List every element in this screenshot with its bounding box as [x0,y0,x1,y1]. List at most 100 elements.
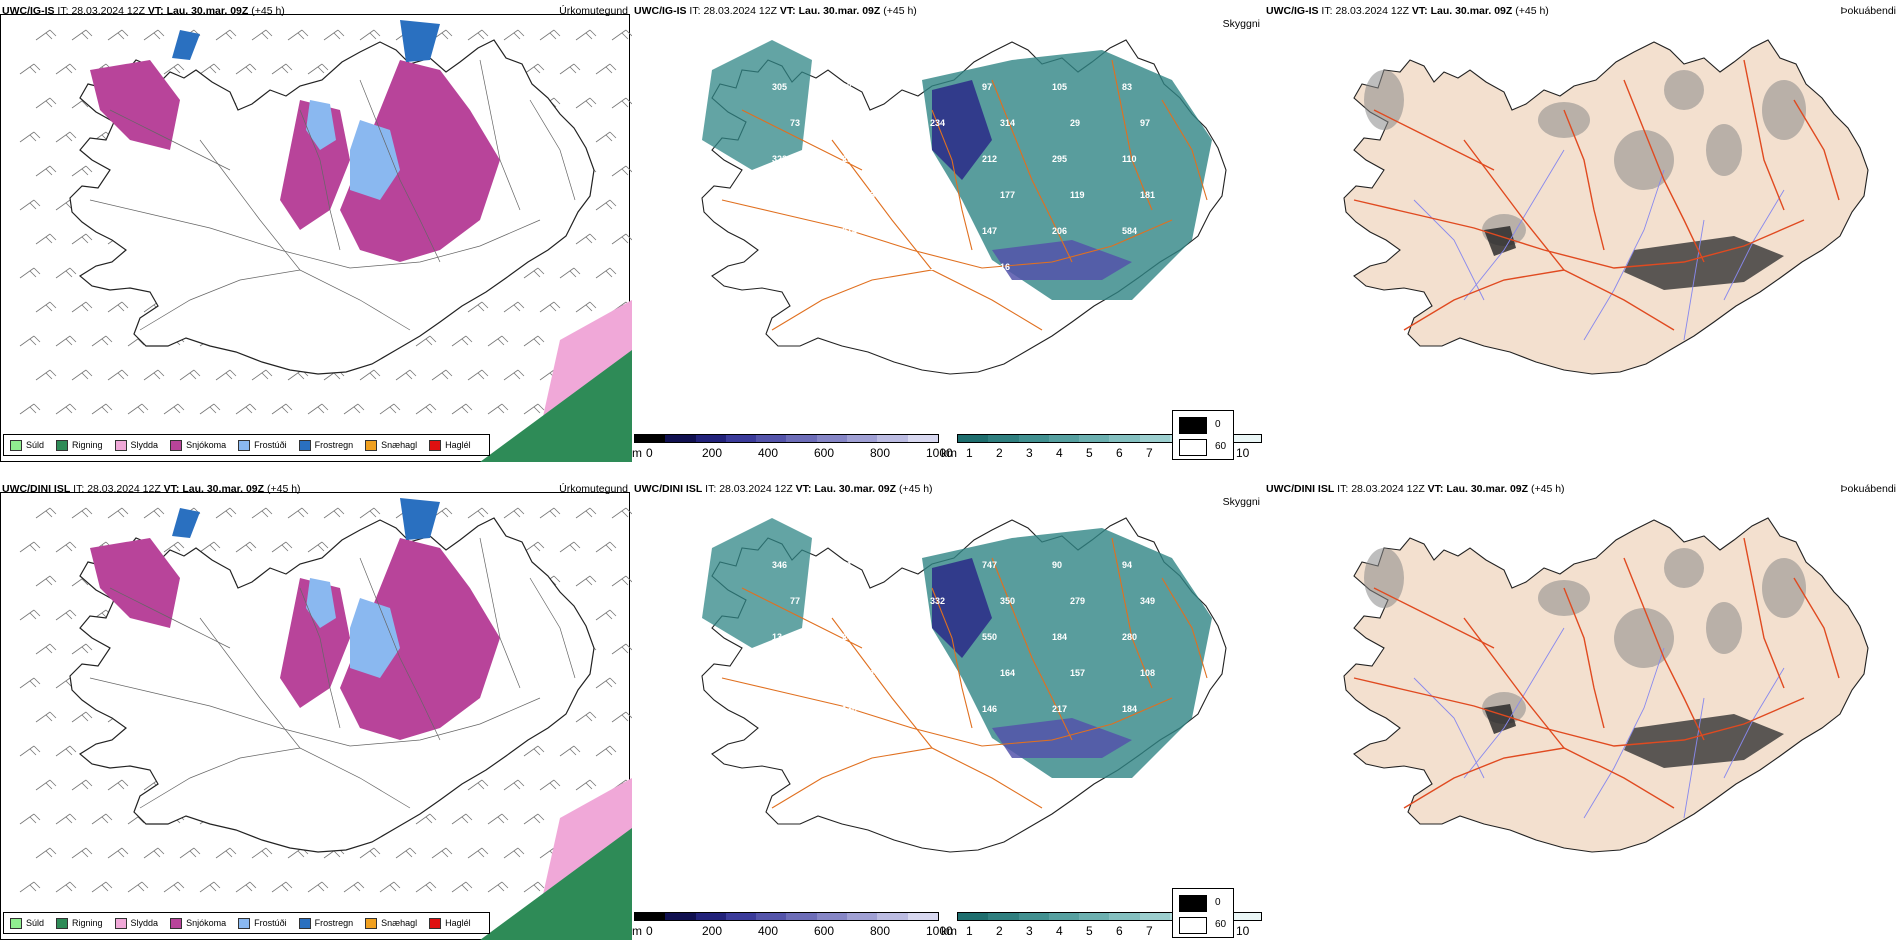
legend-label: Frostúði [254,440,287,450]
vt-label: VT: [779,5,796,17]
wind-barb [287,507,309,519]
visibility-value: 177 [1000,190,1015,200]
road [359,557,441,741]
visibility-value: 394 [790,190,805,200]
visibility-value: 841 [912,632,927,642]
wind-barb [343,881,365,893]
wind-barb [235,541,257,553]
visibility-value: 121 [860,596,875,606]
snow-area [340,60,500,262]
panel-type-label: Úrkomutegund [559,483,628,495]
scale-tick: 4 [1056,446,1063,460]
road [931,587,973,729]
wind-barb [611,643,632,655]
wind-barb [107,369,129,381]
visibility-scales: m02004006008001000km12345678910 [632,434,1264,464]
scale-tick: 10 [1236,924,1250,938]
wind-barb [199,63,221,75]
road [1743,59,1785,211]
visibility-value: 77 [912,82,922,92]
fog-patch [1664,70,1704,110]
visibility-value: 295 [1052,154,1067,164]
scale-cell [816,435,848,442]
wind-barb [575,29,597,41]
road [771,747,1043,809]
road [89,677,541,747]
road [139,747,411,809]
scale-tick: 600 [814,446,835,460]
wind-barb [251,29,273,41]
visibility-value: 97 [982,82,992,92]
scale-tick: 3 [1026,446,1033,460]
visibility-value: 350 [1000,596,1015,606]
precip-type-map [19,20,632,462]
fog-patch [1624,714,1784,768]
wind-barb [487,335,509,347]
wind-barb [143,29,165,41]
wind-barb [467,847,489,859]
wind-barb [107,301,129,313]
wind-barb [503,369,525,381]
wind-barb [71,643,93,655]
wind-barb [91,335,113,347]
visibility-value: 119 [1070,190,1085,200]
wind-barb [395,369,417,381]
scale-tick: 400 [758,924,779,938]
road [1793,577,1840,679]
fog-patch [1538,102,1590,138]
lead-time: (+45 h) [883,5,917,17]
snow-area [90,60,180,150]
legend-label: Snjókoma [186,440,227,450]
road [199,617,301,749]
scale-tick: 4 [1056,924,1063,938]
wind-barb [163,881,185,893]
freezing-drizzle-area [350,120,400,200]
precip-type-panel: UWC/IG-IS IT: 28.03.2024 12Z VT: Lau. 30… [0,0,632,470]
visibility-value: 747 [982,560,997,570]
precip-type-panel: UWC/DINI ISL IT: 28.03.2024 12Z VT: Lau.… [0,478,632,948]
freezing-rain-area [400,20,440,62]
legend-label: Frostúði [254,918,287,928]
legend-swatch [114,439,127,451]
visibility-value: 83 [1122,82,1132,92]
it-value: 28.03.2024 12Z [1351,483,1425,495]
wind-barb [19,609,41,621]
scale-cell [756,913,787,920]
model-name: UWC/IG-IS [2,5,55,17]
wind-barb [163,541,185,553]
wind-barb [19,267,41,279]
scale-tick: 200 [702,924,723,938]
legend-swatch [10,439,22,451]
wind-barb [199,403,221,415]
scale-cell [1048,913,1080,920]
wind-barb [91,881,113,893]
wind-barb [55,609,77,621]
wind-barb [55,745,77,757]
wind-barb [523,267,545,279]
wind-barb [235,403,257,415]
wind-barb [595,63,617,75]
visibility-value: 27 [912,154,922,164]
visibility-value: 215 [772,226,787,236]
wind-barb [467,369,489,381]
freezing-drizzle-area [350,598,400,678]
scale-tick: 1000 [926,446,953,460]
wind-barb [503,847,525,859]
lead-time: (+45 h) [266,483,301,495]
visibility-value: 13 [772,632,782,642]
wind-barb [575,97,597,109]
legend-item: Slydda [114,439,158,451]
legend-label: Slydda [130,918,159,928]
fog-patch [1706,124,1742,176]
vt-label: VT: [163,483,180,495]
vt-value: Lau. 30.mar. 09Z [814,483,897,495]
road [931,109,973,251]
scale-tick: 0 [646,446,653,460]
legend-swatch [238,439,251,451]
wind-barb [431,369,453,381]
scale-cell [988,913,1019,920]
road [529,99,576,201]
reduced-visibility-area [922,50,1212,300]
model-name: UWC/DINI ISL [1266,483,1335,495]
fog-indicator-panel: UWC/DINI ISL IT: 28.03.2024 12Z VT: Lau.… [1264,478,1900,948]
